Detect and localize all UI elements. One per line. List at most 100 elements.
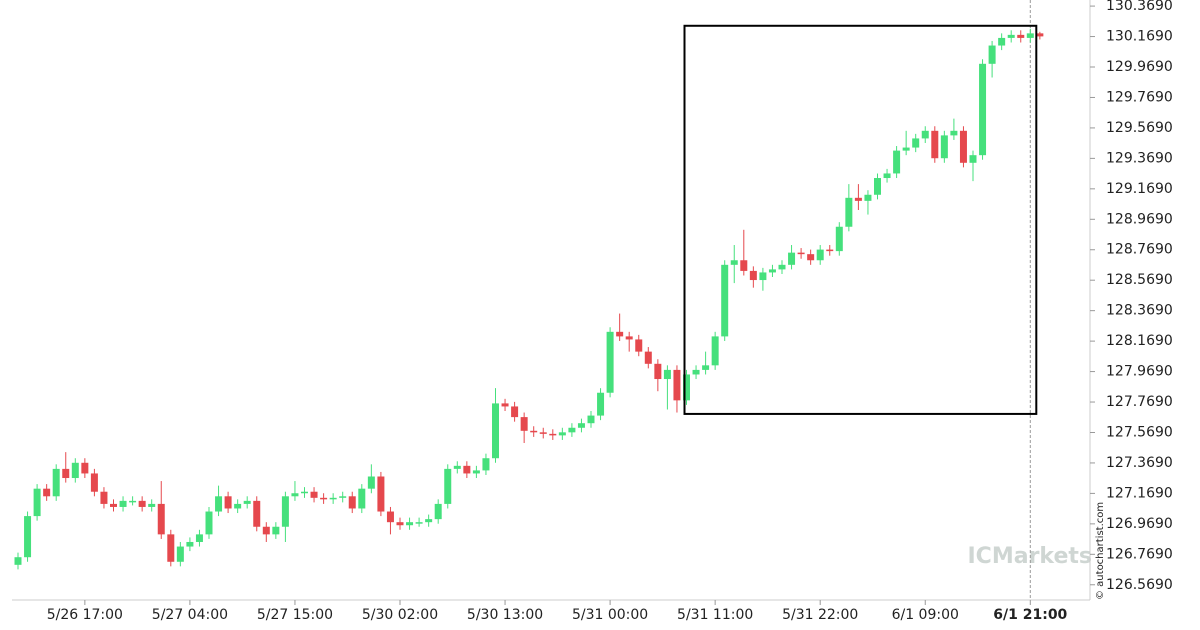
candle-body <box>969 155 977 163</box>
candle-body <box>281 496 289 527</box>
y-tick-label: 129.9690 <box>1106 59 1173 75</box>
x-tick-label: 6/1 09:00 <box>892 607 959 623</box>
candle-body <box>625 336 633 340</box>
candle-body <box>24 516 32 558</box>
candle-body <box>845 197 853 227</box>
y-tick-label: 130.1690 <box>1106 29 1173 45</box>
brand-watermark: ICMarkets <box>968 544 1093 569</box>
candle-body <box>759 272 767 281</box>
candle-body <box>262 526 270 535</box>
candle-body <box>386 511 394 523</box>
candle-body <box>692 369 700 375</box>
candle-body <box>721 264 729 337</box>
y-tick-label: 129.5690 <box>1106 120 1173 136</box>
candle-body <box>406 522 414 526</box>
candle-body <box>195 534 203 542</box>
candle-body <box>549 433 557 436</box>
candle-body <box>874 178 881 195</box>
candle-body <box>807 254 815 261</box>
candle-body <box>635 339 643 352</box>
candle-body <box>883 173 891 179</box>
candle-body <box>348 496 356 509</box>
candle-body <box>310 491 318 498</box>
candle-body <box>463 465 471 474</box>
y-tick-label: 128.9690 <box>1106 211 1173 227</box>
y-tick-label: 127.7690 <box>1106 394 1173 410</box>
candle-body <box>1007 34 1015 38</box>
y-tick-label: 126.5690 <box>1106 577 1173 593</box>
candle-body <box>597 392 605 416</box>
candle-body <box>826 249 834 252</box>
candle-body <box>979 63 987 156</box>
candle-body <box>138 500 146 507</box>
candle-body <box>415 522 423 524</box>
candle-body <box>301 491 308 494</box>
candle-body <box>205 511 213 535</box>
candle-body <box>501 403 509 407</box>
candle-body <box>1036 33 1044 37</box>
candle-body <box>62 468 70 479</box>
candle-body <box>492 403 499 459</box>
candle-body <box>711 336 719 366</box>
candle-body <box>110 503 117 507</box>
candle-body <box>558 432 566 436</box>
candle-body <box>339 496 347 498</box>
candle-body <box>616 331 624 337</box>
candle-body <box>893 150 901 174</box>
candle-body <box>854 197 862 201</box>
candle-body <box>71 462 79 479</box>
y-tick-label: 127.5690 <box>1106 424 1173 440</box>
y-tick-label: 127.3690 <box>1106 455 1173 471</box>
candle-body <box>157 503 165 535</box>
candle-body <box>959 130 967 163</box>
candle-body <box>367 476 375 489</box>
candle-body <box>377 476 385 512</box>
y-tick-label: 130.3690 <box>1106 0 1173 14</box>
x-tick-label: 5/30 13:00 <box>467 607 543 623</box>
candle-body <box>998 37 1006 46</box>
candle-body <box>119 500 127 507</box>
candle-body <box>730 260 738 265</box>
y-tick-label: 128.3690 <box>1106 303 1173 319</box>
y-tick-label: 126.9690 <box>1106 516 1173 532</box>
candle-body <box>243 500 251 504</box>
candle-body <box>176 546 184 562</box>
candle-body <box>14 557 22 565</box>
candle-body <box>520 417 528 431</box>
candle-body <box>864 194 872 201</box>
x-tick-label: 5/26 17:00 <box>47 607 123 623</box>
candle-body <box>444 468 452 504</box>
x-tick-label: 5/31 11:00 <box>677 607 753 623</box>
candle-body <box>740 260 748 271</box>
candle-body <box>768 269 776 273</box>
candle-body <box>52 468 60 497</box>
candle-body <box>577 423 585 428</box>
y-tick-label: 126.7690 <box>1106 546 1173 562</box>
candle-body <box>224 496 232 509</box>
candle-body <box>100 491 108 504</box>
candle-body <box>320 497 328 500</box>
x-tick-label: 5/31 22:00 <box>782 607 858 623</box>
candle-body <box>396 522 404 526</box>
candle-body <box>673 369 681 401</box>
candle-body <box>816 249 824 261</box>
candle-body <box>606 331 614 393</box>
x-tick-label: 5/30 02:00 <box>362 607 438 623</box>
x-tick-label: 6/1 21:00 <box>993 607 1067 623</box>
candle-body <box>148 503 156 507</box>
candle-body <box>1017 34 1025 38</box>
x-tick-label: 5/27 15:00 <box>257 607 333 623</box>
credit: © autochartist.com <box>1095 502 1106 600</box>
candle-body <box>272 526 280 535</box>
candle-body <box>90 473 98 492</box>
candle-body <box>797 252 805 255</box>
candle-body <box>472 470 480 474</box>
candle-body <box>835 226 843 252</box>
candle-body <box>539 432 547 434</box>
candle-body <box>530 430 538 433</box>
candle-body <box>749 270 757 281</box>
y-tick-label: 127.9690 <box>1106 364 1173 380</box>
candle-body <box>453 465 461 469</box>
candle-body <box>81 462 89 474</box>
